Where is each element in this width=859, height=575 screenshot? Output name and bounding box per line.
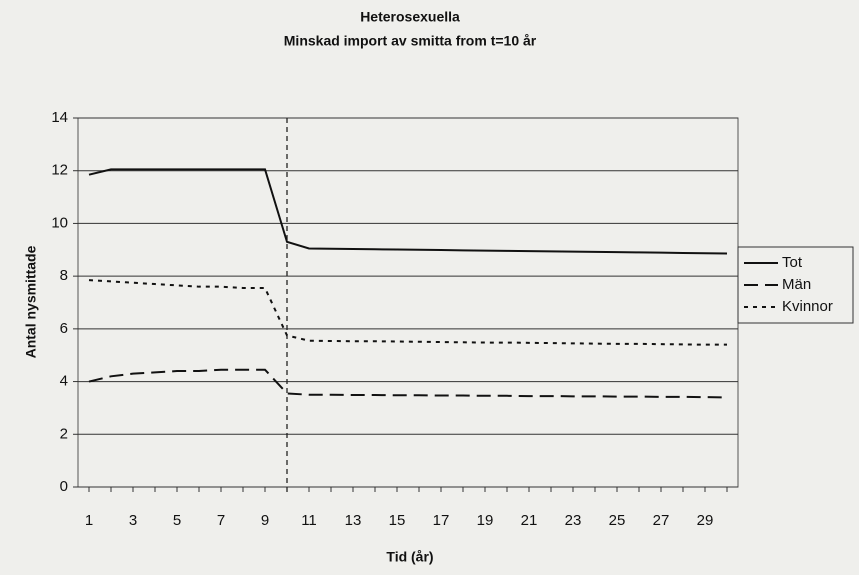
y-tick-label: 0 <box>60 478 68 495</box>
y-axis-label: Antal nysmittade <box>23 245 39 358</box>
y-tick-label: 6 <box>60 320 68 337</box>
series-line <box>88 368 728 399</box>
chart-subtitle: Minskad import av smitta from t=10 år <box>284 33 537 49</box>
x-tick-label: 15 <box>389 512 406 529</box>
series-line <box>88 168 728 255</box>
y-tick-label: 8 <box>60 267 68 284</box>
x-tick-label: 1 <box>85 512 93 529</box>
x-tick-label: 7 <box>217 512 225 529</box>
x-tick-label: 13 <box>345 512 362 529</box>
y-tick-label: 10 <box>51 214 68 231</box>
x-tick-label: 5 <box>173 512 181 529</box>
legend-label: Tot <box>782 254 803 271</box>
chart-title: Heterosexuella <box>360 9 460 25</box>
x-tick-label: 3 <box>129 512 137 529</box>
y-tick-label: 2 <box>60 425 68 442</box>
legend-label: Män <box>782 276 811 293</box>
x-tick-label: 23 <box>565 512 582 529</box>
x-tick-label: 25 <box>609 512 626 529</box>
x-axis-label: Tid (år) <box>386 549 433 565</box>
x-tick-label: 19 <box>477 512 494 529</box>
x-tick-label: 29 <box>697 512 714 529</box>
y-tick-label: 14 <box>51 109 68 126</box>
x-tick-label: 11 <box>301 512 317 529</box>
y-tick-label: 4 <box>60 373 68 390</box>
y-tick-label: 12 <box>51 162 68 179</box>
x-tick-label: 21 <box>521 512 538 529</box>
x-tick-label: 9 <box>261 512 269 529</box>
x-tick-label: 27 <box>653 512 670 529</box>
x-tick-label: 17 <box>433 512 450 529</box>
legend-label: Kvinnor <box>782 298 833 315</box>
